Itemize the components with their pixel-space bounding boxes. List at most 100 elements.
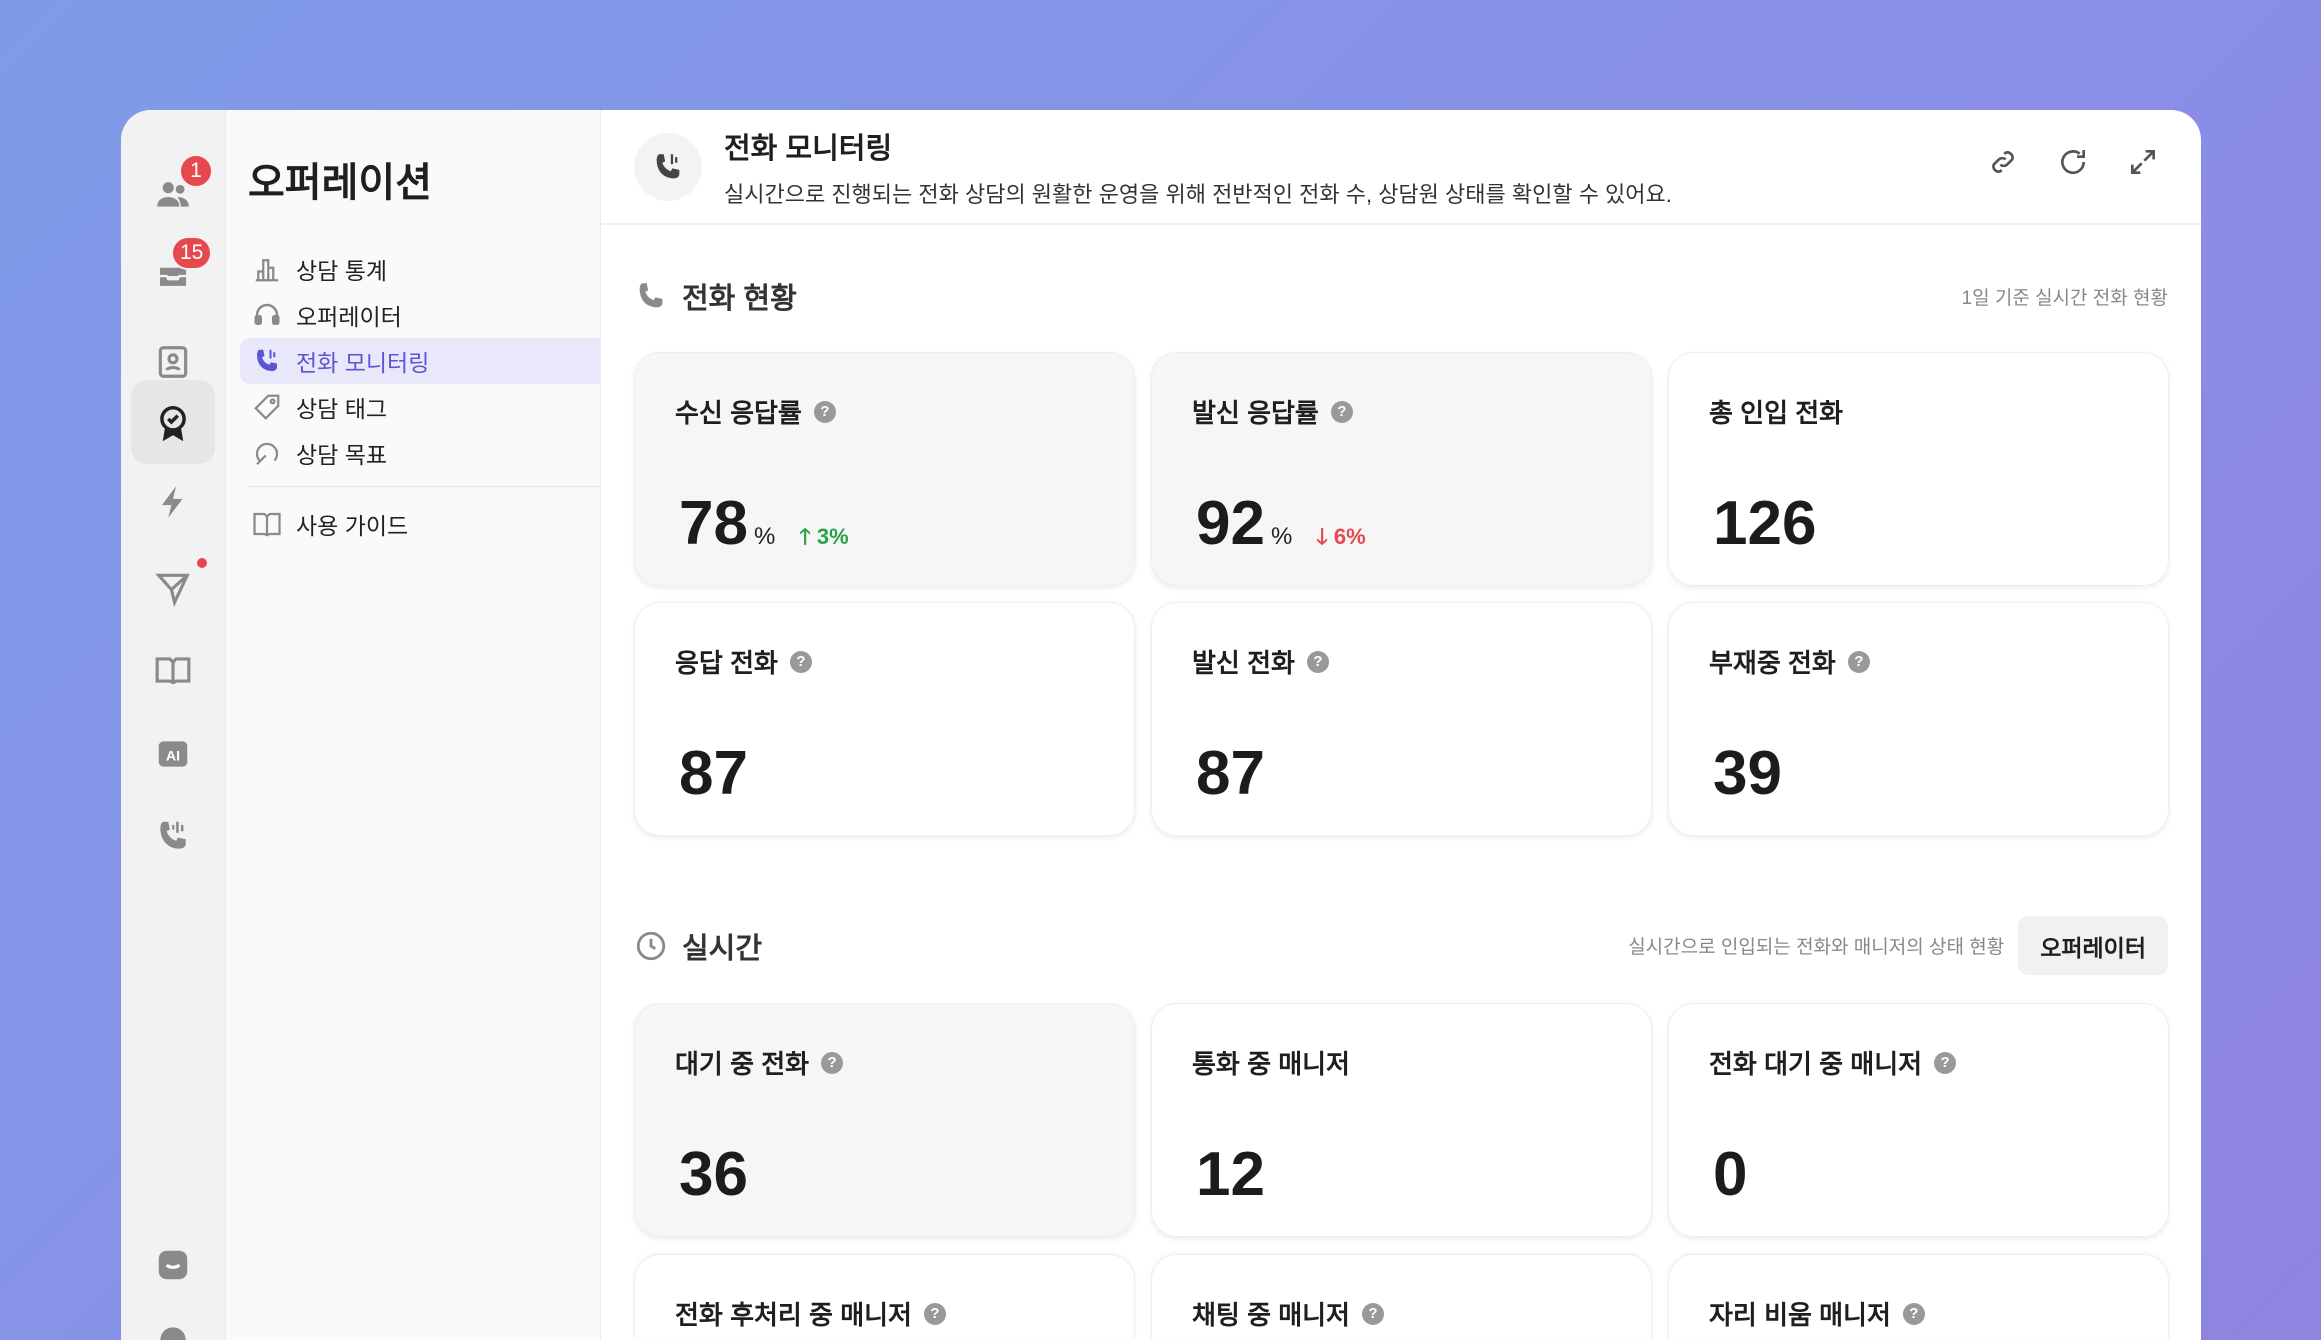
rail-team[interactable]: 1 (131, 152, 215, 236)
app-window: 1 15 AI 오퍼레이션 상담 통계 오퍼레이터 전화 모니터링 상담 태그 … (121, 110, 2201, 1340)
stat-delta: 🡑 3% (799, 520, 848, 558)
tag-icon (254, 394, 280, 420)
ai-icon: AI (158, 741, 188, 767)
stat-label: 수신 응답률 (675, 398, 802, 428)
stat-card: 부재중 전화? 39 (1668, 602, 2169, 836)
stat-label: 발신 전화 (1192, 648, 1295, 678)
stat-unit: % (1270, 523, 1293, 550)
help-icon[interactable]: ? (789, 650, 812, 673)
help-icon[interactable]: ? (923, 1302, 946, 1325)
sidebar-item-phone-monitoring[interactable]: 전화 모니터링 (240, 338, 600, 384)
refresh-icon[interactable] (2057, 146, 2089, 178)
phone-monitor-icon (656, 153, 680, 178)
help-icon[interactable]: ? (821, 1051, 844, 1074)
stat-delta: 🡓 6% (1316, 520, 1365, 558)
rail-operations[interactable] (131, 380, 215, 464)
rail-phone[interactable] (131, 794, 215, 878)
rail-settings[interactable] (131, 1294, 215, 1340)
stat-value: 87 (1196, 739, 1265, 808)
stat-label: 전화 후처리 중 매니저 (675, 1300, 912, 1330)
people-icon (157, 182, 189, 207)
stat-value: 87 (679, 739, 748, 808)
section-note: 1일 기준 실시간 전화 현황 (1961, 287, 2168, 309)
page-description: 실시간으로 진행되는 전화 상담의 원활한 운영을 위해 전반적인 전화 수, … (724, 181, 1672, 207)
rail-campaign[interactable] (131, 546, 215, 630)
stat-card: 전화 후처리 중 매니저? (634, 1254, 1135, 1338)
help-icon[interactable]: ? (1361, 1302, 1384, 1325)
link-icon[interactable] (1987, 146, 2019, 178)
operator-button[interactable]: 오퍼레이터 (2018, 916, 2168, 975)
rail-inbox[interactable]: 15 (131, 234, 215, 318)
sidebar-item-goals[interactable]: 상담 목표 (240, 430, 600, 476)
stat-card: 수신 응답률? 78% 🡑 3% (634, 352, 1135, 586)
stat-label: 응답 전화 (675, 648, 778, 678)
help-icon[interactable]: ? (1847, 650, 1870, 673)
stat-card: 총 인입 전화 126 (1668, 352, 2169, 586)
clock-icon (636, 931, 666, 960)
stat-value: 36 (679, 1140, 748, 1209)
arrow-down-icon: 🡓 (1316, 524, 1328, 549)
contact-card-icon (158, 346, 188, 378)
lightning-icon (161, 486, 183, 518)
help-icon[interactable]: ? (1934, 1051, 1957, 1074)
help-icon[interactable]: ? (1306, 650, 1329, 673)
rail-ai[interactable]: AI (131, 712, 215, 796)
stat-value: 126 (1713, 489, 1817, 558)
divider (248, 486, 600, 487)
rail-docs[interactable] (131, 628, 215, 712)
stat-label: 발신 응답률 (1192, 398, 1319, 428)
help-icon[interactable]: ? (813, 400, 836, 423)
phone-monitor-icon (160, 821, 186, 849)
bar-chart-icon (255, 259, 279, 282)
alert-dot (197, 558, 207, 568)
expand-icon[interactable] (2127, 146, 2159, 178)
gear-icon (160, 1327, 186, 1340)
page-title: 전화 모니터링 (724, 132, 893, 165)
stat-label: 총 인입 전화 (1709, 398, 1844, 428)
headset-icon (254, 303, 280, 325)
help-icon[interactable]: ? (1902, 1302, 1925, 1325)
section-header-status: 전화 현황 1일 기준 실시간 전화 현황 (634, 276, 2168, 316)
send-icon (155, 573, 190, 607)
stat-value: 0 (1713, 1140, 1748, 1209)
stat-label: 자리 비움 매니저 (1709, 1300, 1891, 1330)
sidebar-item-operator[interactable]: 오퍼레이터 (240, 292, 600, 338)
rail-contacts[interactable] (131, 320, 215, 404)
sidebar-item-label: 오퍼레이터 (296, 304, 402, 330)
stat-card: 발신 전화? 87 (1151, 602, 1652, 836)
stat-value: 39 (1713, 739, 1782, 808)
notification-badge: 1 (179, 154, 213, 188)
stat-card: 응답 전화? 87 (634, 602, 1135, 836)
header-icon (634, 132, 702, 201)
stat-value: 12 (1196, 1140, 1265, 1209)
arrow-up-icon: 🡑 (799, 524, 811, 549)
stat-card: 전화 대기 중 매니저? 0 (1668, 1003, 2169, 1237)
delta-value: 3% (816, 524, 849, 549)
sidebar-item-label: 전화 모니터링 (296, 350, 430, 376)
rail-chat[interactable] (131, 1223, 215, 1307)
stat-label: 채팅 중 매니저 (1192, 1300, 1350, 1330)
stat-label: 통화 중 매니저 (1192, 1049, 1350, 1079)
sidebar-title: 오퍼레이션 (248, 161, 432, 205)
phone-monitor-icon (257, 349, 277, 371)
stat-label: 전화 대기 중 매니저 (1709, 1049, 1923, 1079)
goal-icon (255, 442, 279, 466)
sidebar-item-label: 상담 통계 (296, 258, 388, 284)
stat-card: 통화 중 매니저 12 (1151, 1003, 1652, 1237)
sidebar-item-tags[interactable]: 상담 태그 (240, 384, 600, 430)
stat-label: 부재중 전화 (1709, 648, 1836, 678)
rail-automation[interactable] (131, 460, 215, 544)
phone-icon (639, 283, 663, 308)
stat-value: 78 (679, 489, 748, 558)
notification-badge: 15 (171, 236, 213, 270)
inbox-icon (157, 265, 189, 289)
sidebar-item-guide[interactable]: 사용 가이드 (240, 501, 600, 547)
sidebar-item-stats[interactable]: 상담 통계 (240, 246, 600, 292)
stat-label: 대기 중 전화 (675, 1049, 810, 1079)
help-icon[interactable]: ? (1330, 400, 1353, 423)
book-open-icon (253, 512, 281, 537)
book-icon (155, 657, 191, 685)
stat-card: 채팅 중 매니저? (1151, 1254, 1652, 1338)
